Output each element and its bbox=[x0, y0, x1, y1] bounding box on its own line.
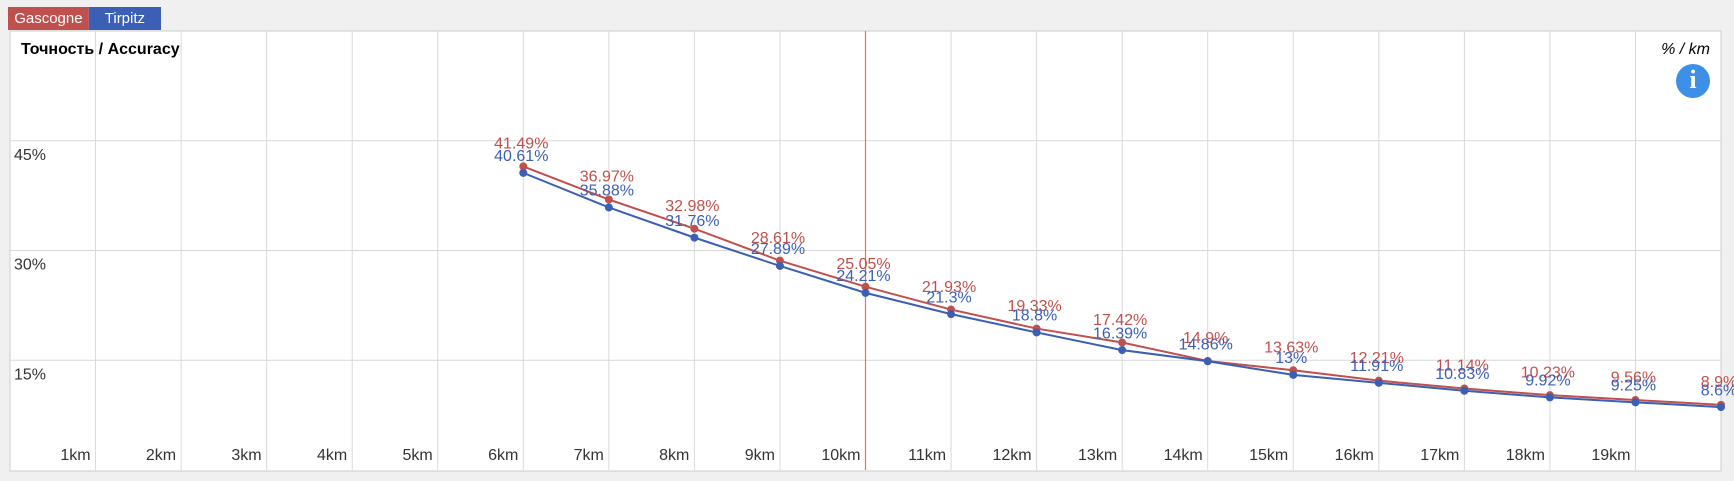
info-icon[interactable] bbox=[1676, 64, 1710, 98]
y-tick-label: 30% bbox=[14, 257, 46, 274]
data-label: 36.97% bbox=[580, 169, 634, 186]
x-tick-label: 11km bbox=[908, 447, 946, 464]
data-label: 10.23% bbox=[1521, 364, 1575, 381]
data-label: 40.61% bbox=[494, 148, 548, 165]
legend-tab[interactable] bbox=[88, 7, 161, 30]
info-icon-text[interactable]: i bbox=[1689, 65, 1696, 94]
point bbox=[690, 233, 699, 242]
point bbox=[1118, 338, 1127, 347]
x-tick-label: 19km bbox=[1591, 447, 1630, 464]
y-tick-label: 45% bbox=[14, 147, 46, 164]
legend-label[interactable]: Tirpitz bbox=[105, 10, 145, 27]
data-label: 9.92% bbox=[1525, 373, 1570, 390]
legend-label[interactable]: Gascogne bbox=[14, 10, 82, 27]
point bbox=[690, 224, 699, 233]
data-label: 41.49% bbox=[494, 136, 548, 153]
x-tick-label: 14km bbox=[1164, 447, 1203, 464]
data-label: 24.21% bbox=[836, 268, 890, 285]
unit-label: % / km bbox=[1661, 41, 1710, 58]
point bbox=[861, 288, 870, 297]
point bbox=[1631, 398, 1640, 407]
x-tick-label: 15km bbox=[1249, 447, 1288, 464]
point bbox=[519, 168, 528, 177]
data-label: 13% bbox=[1275, 350, 1307, 367]
x-tick-label: 8km bbox=[659, 447, 689, 464]
x-tick-label: 7km bbox=[574, 447, 604, 464]
point bbox=[604, 203, 613, 212]
data-label: 8.9% bbox=[1701, 374, 1734, 391]
data-label: 11.91% bbox=[1350, 358, 1403, 375]
x-tick-label: 10km bbox=[821, 447, 860, 464]
chart-title: Точность / Accuracy bbox=[21, 41, 180, 58]
x-tick-label: 3km bbox=[231, 447, 261, 464]
point bbox=[519, 162, 528, 171]
x-tick-label: 16km bbox=[1335, 447, 1374, 464]
data-label: 13.63% bbox=[1264, 339, 1318, 356]
data-label: 35.88% bbox=[580, 183, 634, 200]
data-label: 9.56% bbox=[1611, 369, 1656, 386]
data-label: 10.83% bbox=[1435, 366, 1489, 383]
data-label: 32.98% bbox=[665, 198, 719, 215]
point bbox=[1289, 370, 1298, 379]
point bbox=[1545, 393, 1554, 402]
point bbox=[1374, 378, 1383, 387]
x-tick-label: 5km bbox=[403, 447, 433, 464]
x-tick-label: 13km bbox=[1078, 447, 1117, 464]
point bbox=[861, 282, 870, 291]
point bbox=[604, 195, 613, 204]
y-tick-label: 15% bbox=[14, 366, 46, 383]
data-label: 14.9% bbox=[1183, 330, 1228, 347]
data-label: 12.21% bbox=[1350, 350, 1404, 367]
x-tick-label: 1km bbox=[60, 447, 90, 464]
x-tick-label: 4km bbox=[317, 447, 347, 464]
point bbox=[947, 310, 956, 319]
data-label: 19.33% bbox=[1007, 298, 1061, 315]
x-tick-label: 12km bbox=[992, 447, 1031, 464]
point bbox=[1717, 403, 1725, 412]
point bbox=[775, 261, 784, 270]
point bbox=[1032, 328, 1041, 337]
data-label: 21.3% bbox=[926, 289, 971, 306]
data-label: 9.25% bbox=[1611, 378, 1656, 395]
point bbox=[1118, 346, 1127, 355]
x-tick-label: 6km bbox=[488, 447, 518, 464]
data-label: 31.76% bbox=[665, 213, 719, 230]
legend-tab[interactable] bbox=[8, 7, 89, 30]
data-label: 16.39% bbox=[1093, 325, 1147, 342]
point bbox=[1203, 357, 1212, 366]
x-tick-label: 17km bbox=[1420, 447, 1459, 464]
data-label: 25.05% bbox=[836, 256, 890, 273]
data-label: 8.6% bbox=[1701, 382, 1734, 399]
data-label: 28.61% bbox=[751, 230, 805, 247]
data-label: 14.86% bbox=[1179, 336, 1233, 353]
data-label: 21.93% bbox=[922, 279, 976, 296]
data-label: 18.8% bbox=[1012, 308, 1057, 325]
data-label: 17.42% bbox=[1093, 312, 1147, 329]
data-label: 27.89% bbox=[751, 241, 805, 258]
data-label: 11.14% bbox=[1436, 358, 1489, 375]
x-tick-label: 9km bbox=[745, 447, 775, 464]
x-tick-label: 18km bbox=[1506, 447, 1545, 464]
x-tick-label: 2km bbox=[146, 447, 176, 464]
point bbox=[1460, 386, 1469, 395]
